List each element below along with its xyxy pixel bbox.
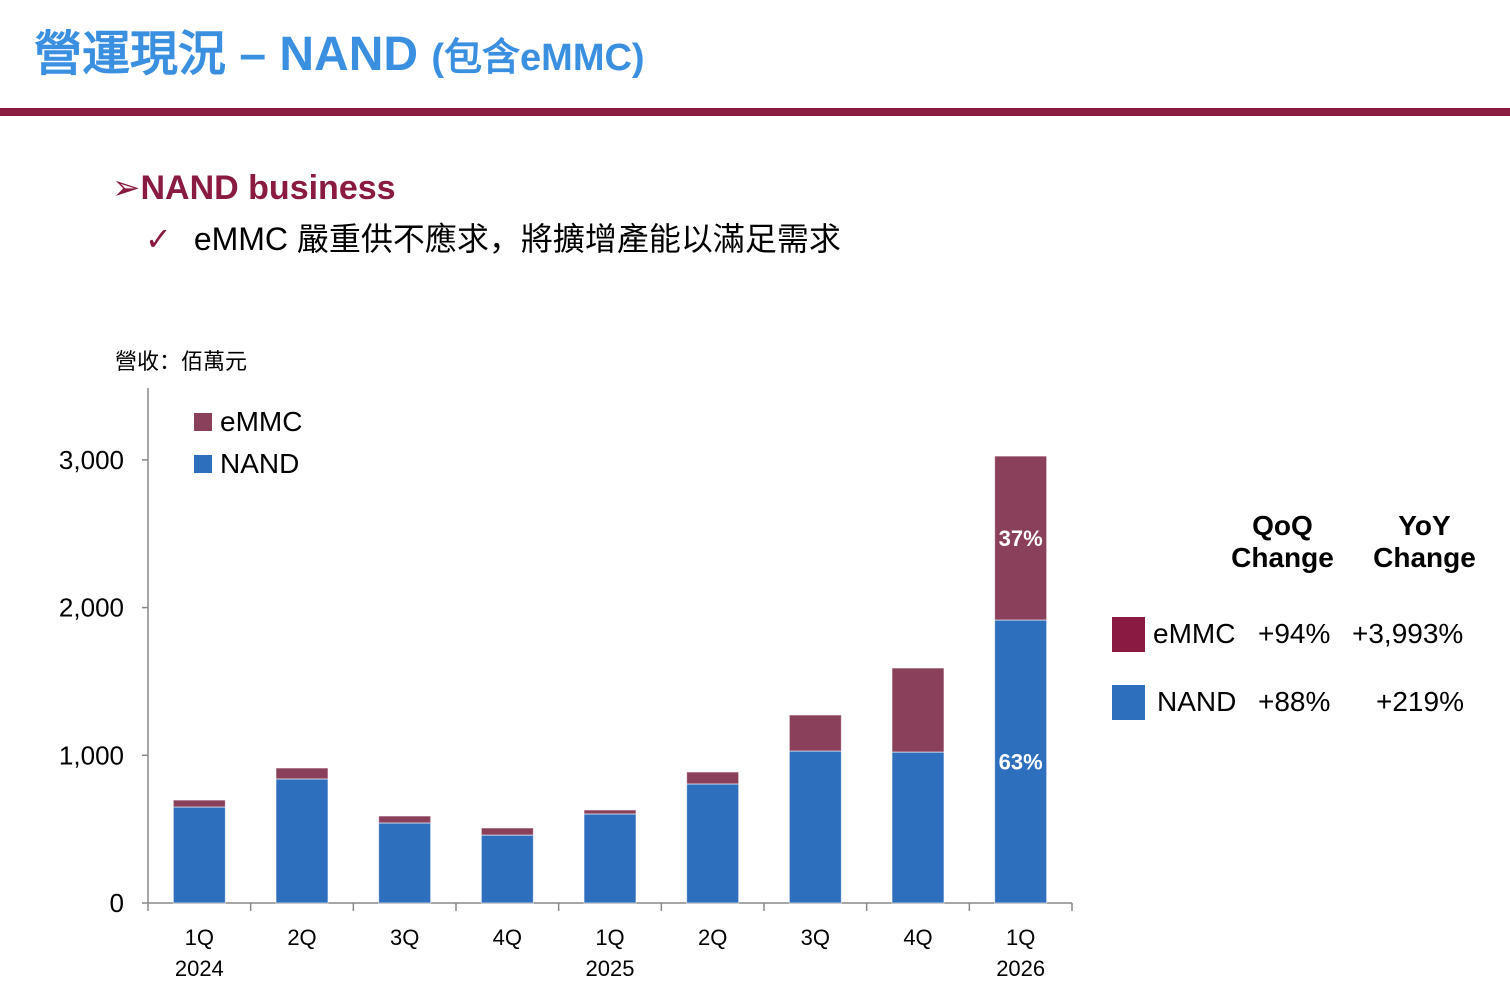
bar-nand (994, 619, 1048, 904)
y-tick-label: 1,000 (59, 740, 124, 770)
bar-nand (891, 751, 945, 904)
arrow-bullet-icon: ➢ (112, 169, 141, 207)
nand-swatch (1112, 685, 1145, 720)
x-tick-label: 3Q (390, 925, 419, 950)
unit-label: 營收：佰萬元 (115, 349, 248, 374)
title-divider (0, 108, 1510, 116)
row-label-nand: NAND (1157, 686, 1237, 717)
nand-yoy: +219% (1376, 686, 1464, 717)
y-tick-label: 2,000 (59, 593, 124, 623)
bar-nand (788, 750, 842, 904)
bar-nand (275, 778, 329, 904)
data-label: 37% (999, 526, 1043, 551)
legend-swatch-nand (194, 455, 212, 473)
bar-emmc (480, 827, 534, 836)
bar-emmc (994, 455, 1048, 621)
bar-nand (686, 783, 740, 904)
y-tick-label: 3,000 (59, 445, 124, 475)
x-year-label: 2026 (996, 956, 1045, 981)
x-tick-label: 3Q (801, 925, 830, 950)
x-year-label: 2025 (586, 956, 635, 981)
emmc-qoq: +94% (1258, 618, 1331, 649)
bar-emmc (275, 767, 329, 780)
bullet-sub: ✓ eMMC 嚴重供不應求，將擴增產能以滿足需求 (145, 221, 841, 257)
x-tick-label: 4Q (493, 925, 522, 950)
bar-emmc (891, 667, 945, 753)
legend-swatch-emmc (194, 413, 212, 431)
bar-emmc (378, 815, 432, 824)
bar-nand (583, 813, 637, 904)
legend-label: eMMC (220, 406, 302, 437)
yoy-header: YoY Change (1373, 510, 1476, 573)
emmc-yoy: +3,993% (1352, 618, 1464, 649)
x-tick-label: 2Q (698, 925, 727, 950)
x-tick-label: 2Q (287, 925, 316, 950)
x-tick-label: 1Q (595, 925, 624, 950)
data-label: 63% (999, 750, 1043, 775)
qoq-header: QoQ Change (1231, 510, 1334, 573)
nand-qoq: +88% (1258, 686, 1331, 717)
bar-emmc (172, 799, 226, 808)
bullet-main: ➢NAND business (112, 169, 396, 207)
legend-label: NAND (220, 448, 299, 479)
bar-nand (480, 834, 534, 904)
bar-emmc (788, 714, 842, 752)
bar-emmc (583, 809, 637, 815)
bar-nand (172, 806, 226, 904)
y-tick-label: 0 (110, 888, 124, 918)
page-title: 營運現況 – NAND (包含eMMC) (34, 28, 645, 81)
check-icon: ✓ (145, 221, 172, 257)
row-label-emmc: eMMC (1153, 618, 1236, 649)
x-tick-label: 1Q (1006, 925, 1035, 950)
bar-emmc (686, 771, 740, 785)
x-tick-label: 4Q (903, 925, 932, 950)
x-tick-label: 1Q (185, 925, 214, 950)
bar-nand (378, 822, 432, 904)
x-year-label: 2024 (175, 956, 224, 981)
emmc-swatch (1112, 617, 1145, 652)
